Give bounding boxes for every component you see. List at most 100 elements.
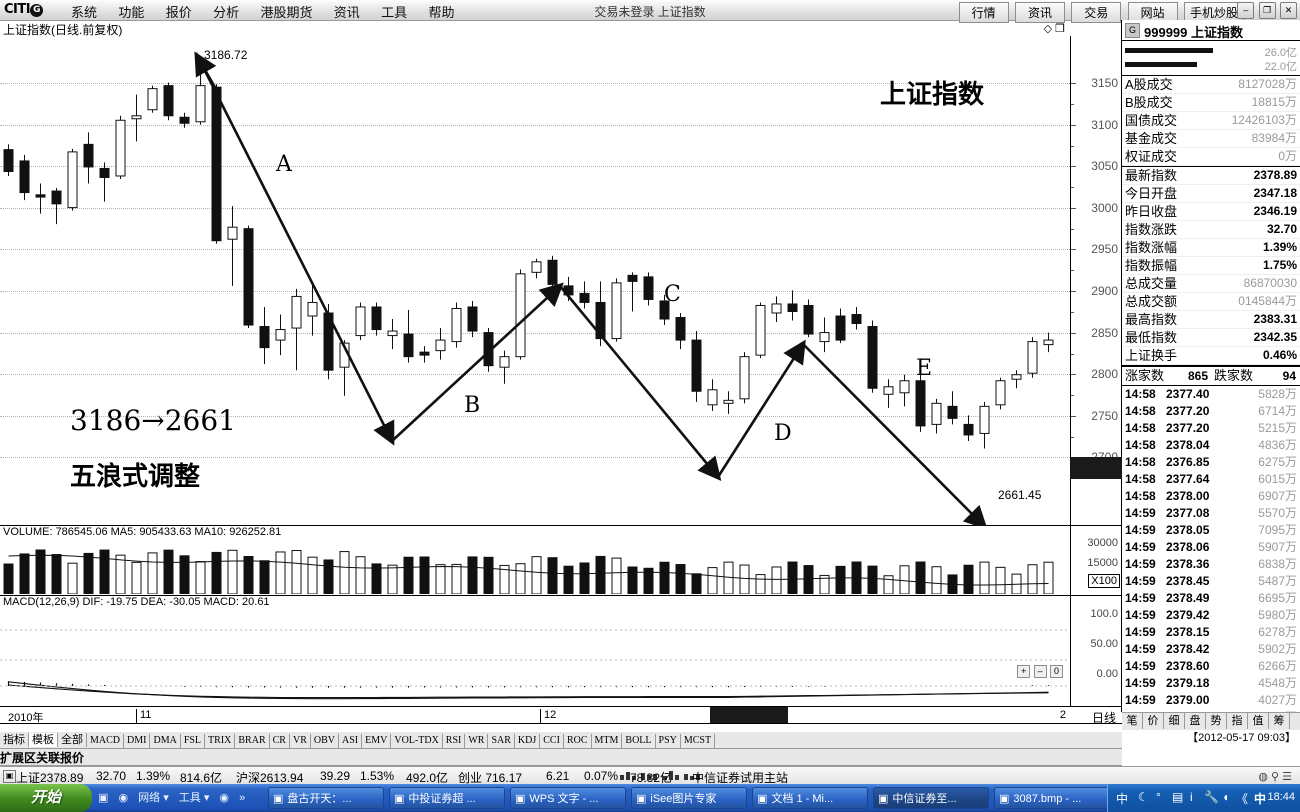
tick-row[interactable]: 14:59 2377.08 5570万 [1122,505,1300,522]
show-desktop-icon[interactable]: ▣ [98,792,109,804]
start-button[interactable]: 开始 [0,784,92,812]
ticker-segment-2[interactable]: 1.39% [136,769,171,783]
close-icon[interactable]: ✕ [1280,2,1297,19]
taskbar-button-3[interactable]: ▣ iSee图片专家 [631,787,747,809]
indicator-tab-dma[interactable]: DMA [150,734,181,748]
indicator-tab-关联报价[interactable]: 关联报价 [36,751,85,765]
ticker-segment-11[interactable]: 78.32亿 [630,771,673,785]
indicator-tab-mcst[interactable]: MCST [681,734,716,748]
indicator-tab-模板[interactable]: 模板 [29,733,58,747]
indicator-tab-fsl[interactable]: FSL [181,734,206,748]
taskbar-button-2[interactable]: ▣ WPS 文字 - ... [510,787,626,809]
ime-icon[interactable]: 中 [1116,792,1129,806]
ime-indicator[interactable]: 中 [1254,792,1267,806]
chart-zoom-controls[interactable]: + – 0 [1017,663,1063,678]
quick-launch-extra[interactable]: ◉ [219,792,230,804]
indicator-tab-vr[interactable]: VR [290,734,311,748]
tick-row[interactable]: 14:59 2378.15 6278万 [1122,624,1300,641]
wrench-icon[interactable]: 🔧 [1204,790,1219,804]
maximize-icon[interactable]: ❐ [1258,2,1276,19]
indicator-tab-全部[interactable]: 全部 [58,733,87,747]
indicator-tab-dmi[interactable]: DMI [124,734,151,748]
tick-row[interactable]: 14:59 2378.42 5902万 [1122,641,1300,658]
indicator-tab-mtm[interactable]: MTM [592,734,623,748]
side-tab-盘[interactable]: 盘 [1185,713,1206,729]
degree-icon[interactable]: ° [1156,790,1161,804]
ticker-segment-0[interactable]: 上证2378.89 [16,771,84,785]
tick-row[interactable]: 14:58 2377.20 5215万 [1122,420,1300,437]
indicator-tab-brar[interactable]: BRAR [235,734,270,748]
info-icon[interactable]: i [1190,790,1193,804]
side-tab-价[interactable]: 价 [1143,713,1164,729]
chevron-icon[interactable]: 《 [1236,792,1249,806]
minimize-icon[interactable]: – [1237,2,1255,19]
side-tab-值[interactable]: 值 [1248,713,1269,729]
tick-row[interactable]: 14:59 2379.18 4548万 [1122,675,1300,692]
indicator-tab-kdj[interactable]: KDJ [515,734,541,748]
tick-row[interactable]: 14:59 2378.05 7095万 [1122,522,1300,539]
indicator-tab-rsi[interactable]: RSI [443,734,466,748]
indicator-tab-psy[interactable]: PSY [656,734,681,748]
indicator-tabs-row1[interactable]: 指标 模板 全部 MACD DMI DMA FSL TRIX BRAR CR VR OBV ASI EMV… [0,732,1122,749]
volume-icon[interactable]: ◖ [1222,790,1230,804]
moon-icon[interactable]: ☾ [1138,790,1149,804]
ticker-segment-3[interactable]: 814.6亿 [180,771,223,785]
taskbar-buttons[interactable]: ▣ 盘古开天：... ▣ 中投证券超 ... ▣ WPS 文字 - ... ▣ iSee图片专… [268,787,1115,812]
taskbar-button-0[interactable]: ▣ 盘古开天：... [268,787,384,809]
menu-item-analysis[interactable]: 分析 [213,5,240,20]
menu-item-quotes[interactable]: 报价 [165,5,192,20]
ticker-segment-7[interactable]: 492.0亿 [406,771,449,785]
indicator-tab-wr[interactable]: WR [465,734,489,748]
chart-window-icons[interactable]: ◇ ❐ [1043,23,1065,35]
indicator-tab-emv[interactable]: EMV [362,734,392,748]
indicator-tab-指标[interactable]: 指标 [0,733,29,747]
menu-item-function[interactable]: 功能 [118,5,145,20]
tick-row[interactable]: 14:58 2378.04 4836万 [1122,437,1300,454]
indicator-tab-扩展区[interactable]: 扩展区 [0,751,37,765]
side-tab-指[interactable]: 指 [1227,713,1248,729]
taskbar-button-5[interactable]: ▣ 中信证券至... [873,787,989,809]
module-button-mobile[interactable]: 手机炒股 [1183,2,1244,23]
indicator-tab-trix[interactable]: TRIX [205,734,236,748]
side-tab-笔[interactable]: 笔 [1122,713,1143,729]
indicator-tab-sar[interactable]: SAR [488,734,515,748]
taskbar-button-4[interactable]: ▣ 文档 1 - Mi... [752,787,868,809]
tick-row[interactable]: 14:59 2379.42 5980万 [1122,607,1300,624]
price-chart-area[interactable]: 上证指数 3186.72 2661.45 A B C D E 3186→2661… [0,36,1122,526]
ticker-segment-8[interactable]: 创业 716.17 [458,771,523,785]
indicator-tab-roc[interactable]: ROC [564,734,592,748]
tick-row[interactable]: 14:59 2378.49 6695万 [1122,590,1300,607]
taskbar-button-6[interactable]: ▣ 3087.bmp - ... [994,787,1110,809]
browser-icon[interactable]: ◉ [118,792,129,804]
indicator-tab-cci[interactable]: CCI [540,734,564,748]
side-panel-tabs[interactable]: 笔价细盘势指值筹 [1122,712,1300,731]
menu-item-hk-futures[interactable]: 港股期货 [260,5,313,20]
tick-row[interactable]: 14:59 2378.06 5907万 [1122,539,1300,556]
tick-row[interactable]: 14:59 2379.00 4027万 [1122,692,1300,709]
quick-launch-bar[interactable]: ▣ ◉ 网络 ▾ 工具 ▾ ◉ » [98,787,252,809]
menu-item-system[interactable]: 系统 [71,5,98,20]
indicator-tab-asi[interactable]: ASI [339,734,363,748]
taskbar-clock[interactable]: 18:44 [1267,791,1295,803]
indicator-tab-vol-tdx[interactable]: VOL-TDX [391,734,443,748]
indicator-tab-cr[interactable]: CR [270,734,290,748]
quick-launch-network[interactable]: 网络 ▾ [138,792,169,804]
tick-row[interactable]: 14:59 2378.45 5487万 [1122,573,1300,590]
tick-row[interactable]: 14:58 2377.20 6714万 [1122,403,1300,420]
zoom-out-button[interactable]: – [1033,665,1047,678]
zoom-in-button[interactable]: + [1017,665,1031,678]
tick-row[interactable]: 14:58 2377.64 6015万 [1122,471,1300,488]
macd-chart-area[interactable]: MACD(12,26,9) DIF: -19.75 DEA: -30.05 MA… [0,596,1122,706]
quick-launch-tools[interactable]: 工具 ▾ [178,792,210,804]
ticker-segment-4[interactable]: 沪深2613.94 [236,771,304,785]
ticker-segment-5[interactable]: 39.29 [320,769,351,783]
ticker-segment-9[interactable]: 6.21 [546,769,570,783]
volume-chart-area[interactable]: VOLUME: 786545.06 MA5: 905433.63 MA10: 9… [0,526,1122,596]
side-tab-势[interactable]: 势 [1206,713,1227,729]
symbol-header[interactable]: G 999999 上证指数 [1122,20,1300,41]
module-button-news[interactable]: 资讯 [1014,2,1065,23]
tick-row[interactable]: 14:58 2376.85 6275万 [1122,454,1300,471]
menu-item-news[interactable]: 资讯 [333,5,360,20]
chart-panel[interactable]: 上证指数(日线.前复权) ◇ ❐ 上证指数 3186.72 2661.45 A … [0,20,1122,766]
ticker-segment-6[interactable]: 1.53% [360,769,395,783]
